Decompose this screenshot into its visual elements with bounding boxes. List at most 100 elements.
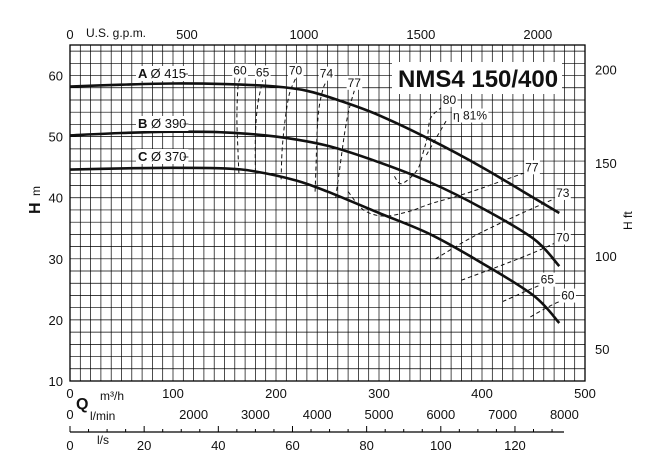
y-tick-label: 10 bbox=[49, 374, 63, 389]
x-tick-label-lmin: 6000 bbox=[426, 407, 455, 422]
title-background bbox=[392, 62, 562, 94]
efficiency-label: 65 bbox=[541, 273, 555, 287]
curve-letter: B bbox=[138, 116, 151, 131]
y2-tick-label: 200 bbox=[595, 63, 617, 78]
efficiency-label: 70 bbox=[556, 231, 570, 245]
x-tick-label-ls: 0 bbox=[66, 438, 73, 453]
efficiency-line bbox=[280, 78, 297, 180]
curve-label-bg bbox=[136, 66, 188, 81]
efficiency-label: 60 bbox=[233, 64, 247, 78]
x-tick-label-m3h: 0 bbox=[66, 386, 73, 401]
curve-label-bg bbox=[136, 149, 189, 164]
curve-diameter: Ø 390 bbox=[151, 116, 186, 131]
efficiency-label: 80 bbox=[443, 93, 457, 107]
chart-title: NMS4 150/400 bbox=[398, 66, 558, 93]
y-tick-label: 40 bbox=[49, 191, 63, 206]
x-tick-label-gpm: 1500 bbox=[406, 27, 435, 42]
x-tick-label-lmin: 8000 bbox=[550, 407, 579, 422]
efficiency-label-bg bbox=[451, 108, 489, 123]
y-axis-title: H bbox=[27, 202, 44, 214]
x-tick-label-lmin: 5000 bbox=[365, 407, 394, 422]
efficiency-label: η 81% bbox=[453, 109, 487, 123]
x-axis-unit-lmin: l/min bbox=[90, 409, 115, 423]
efficiency-label-bg bbox=[254, 65, 271, 80]
y2-axis-title: H ft bbox=[621, 211, 635, 230]
head-curves: A Ø 415 B Ø 390 C Ø 370 bbox=[69, 66, 561, 324]
x-tick-label-gpm: 2000 bbox=[523, 27, 552, 42]
x-tick-label-lmin: 4000 bbox=[303, 407, 332, 422]
efficiency-line bbox=[314, 81, 327, 192]
efficiency-line bbox=[393, 107, 442, 185]
x-tick-label-ls: 40 bbox=[211, 438, 225, 453]
efficiency-label-bg bbox=[524, 160, 540, 175]
x-tick-label-ls: 20 bbox=[137, 438, 151, 453]
efficiency-label-bg bbox=[560, 288, 576, 303]
curve-letter: A bbox=[138, 66, 151, 81]
x-tick-label-m3h: 500 bbox=[574, 386, 596, 401]
x-tick-label-ls: 80 bbox=[359, 438, 373, 453]
x-tick-label-lmin: 2000 bbox=[179, 407, 208, 422]
x-tick-label-gpm: 500 bbox=[176, 27, 198, 42]
y2-tick-label: 50 bbox=[595, 342, 609, 357]
y-tick-label: 20 bbox=[49, 313, 63, 328]
efficiency-label: 60 bbox=[561, 289, 575, 303]
curve-label-c: C Ø 370 bbox=[138, 149, 186, 164]
y-tick-label: 30 bbox=[49, 252, 63, 267]
efficiency-line bbox=[530, 301, 560, 318]
x-axis-unit-ls: l/s bbox=[97, 433, 109, 447]
head-curve-c bbox=[69, 166, 561, 324]
x-tick-label-m3h: 400 bbox=[471, 386, 493, 401]
efficiency-label-bg bbox=[441, 92, 458, 107]
x-tick-label-m3h: 200 bbox=[265, 386, 287, 401]
efficiency-label-bg bbox=[232, 63, 248, 78]
efficiency-label: 65 bbox=[256, 65, 270, 79]
x-axis-unit-m3h: m³/h bbox=[100, 389, 124, 403]
efficiency-label-bg bbox=[287, 63, 304, 78]
efficiency-lines: 60 65 70 74 77 80 η 81% 77 73 70 65 60 bbox=[232, 63, 576, 318]
y-axis-unit: m bbox=[29, 186, 43, 196]
x-tick-label-ls: 120 bbox=[504, 438, 526, 453]
x-tick-label-gpm: 1000 bbox=[289, 27, 318, 42]
efficiency-line bbox=[335, 90, 355, 198]
curve-label-bg bbox=[136, 116, 189, 131]
efficiency-label: 73 bbox=[556, 186, 570, 200]
efficiency-label: 77 bbox=[525, 160, 539, 174]
efficiency-label-bg bbox=[318, 66, 335, 81]
y2-tick-label: 150 bbox=[595, 156, 617, 171]
chart-grid bbox=[70, 45, 585, 381]
efficiency-line bbox=[502, 285, 539, 303]
curve-diameter: Ø 415 bbox=[151, 66, 186, 81]
x-tick-label-lmin: 7000 bbox=[488, 407, 517, 422]
efficiency-label: 77 bbox=[348, 76, 362, 90]
head-curve-a bbox=[69, 82, 560, 215]
curve-label-a: A Ø 415 bbox=[138, 66, 186, 81]
x-tick-label-m3h: 300 bbox=[368, 386, 390, 401]
x-tick-label-lmin: 0 bbox=[66, 407, 73, 422]
y2-tick-label: 100 bbox=[595, 249, 617, 264]
efficiency-label: 70 bbox=[289, 64, 303, 78]
efficiency-line bbox=[254, 80, 264, 173]
efficiency-label: 74 bbox=[320, 67, 334, 81]
y-tick-label: 60 bbox=[49, 69, 63, 84]
x-tick-label-m3h: 100 bbox=[162, 386, 184, 401]
x-tick-label-gpm: 0 bbox=[66, 27, 73, 42]
curve-label-b: B Ø 390 bbox=[138, 116, 186, 131]
curve-letter: C bbox=[138, 149, 151, 164]
efficiency-line bbox=[435, 198, 555, 260]
ls-scale-ticks: 0 20 40 60 80 100 120 bbox=[66, 426, 553, 453]
x-axis-title: Q bbox=[76, 396, 88, 413]
plot-frame bbox=[69, 44, 586, 382]
y-tick-label: 50 bbox=[49, 130, 63, 145]
efficiency-line bbox=[236, 78, 241, 174]
efficiency-label-bg bbox=[346, 75, 363, 90]
x-tick-label-ls: 60 bbox=[285, 438, 299, 453]
efficiency-label-bg bbox=[555, 185, 571, 200]
efficiency-line bbox=[425, 119, 448, 156]
curve-diameter: Ø 370 bbox=[151, 149, 186, 164]
efficiency-label-bg bbox=[539, 272, 556, 287]
x-tick-label-lmin: 3000 bbox=[241, 407, 270, 422]
head-curve-b bbox=[69, 130, 561, 267]
x-tick-label-ls: 100 bbox=[430, 438, 452, 453]
